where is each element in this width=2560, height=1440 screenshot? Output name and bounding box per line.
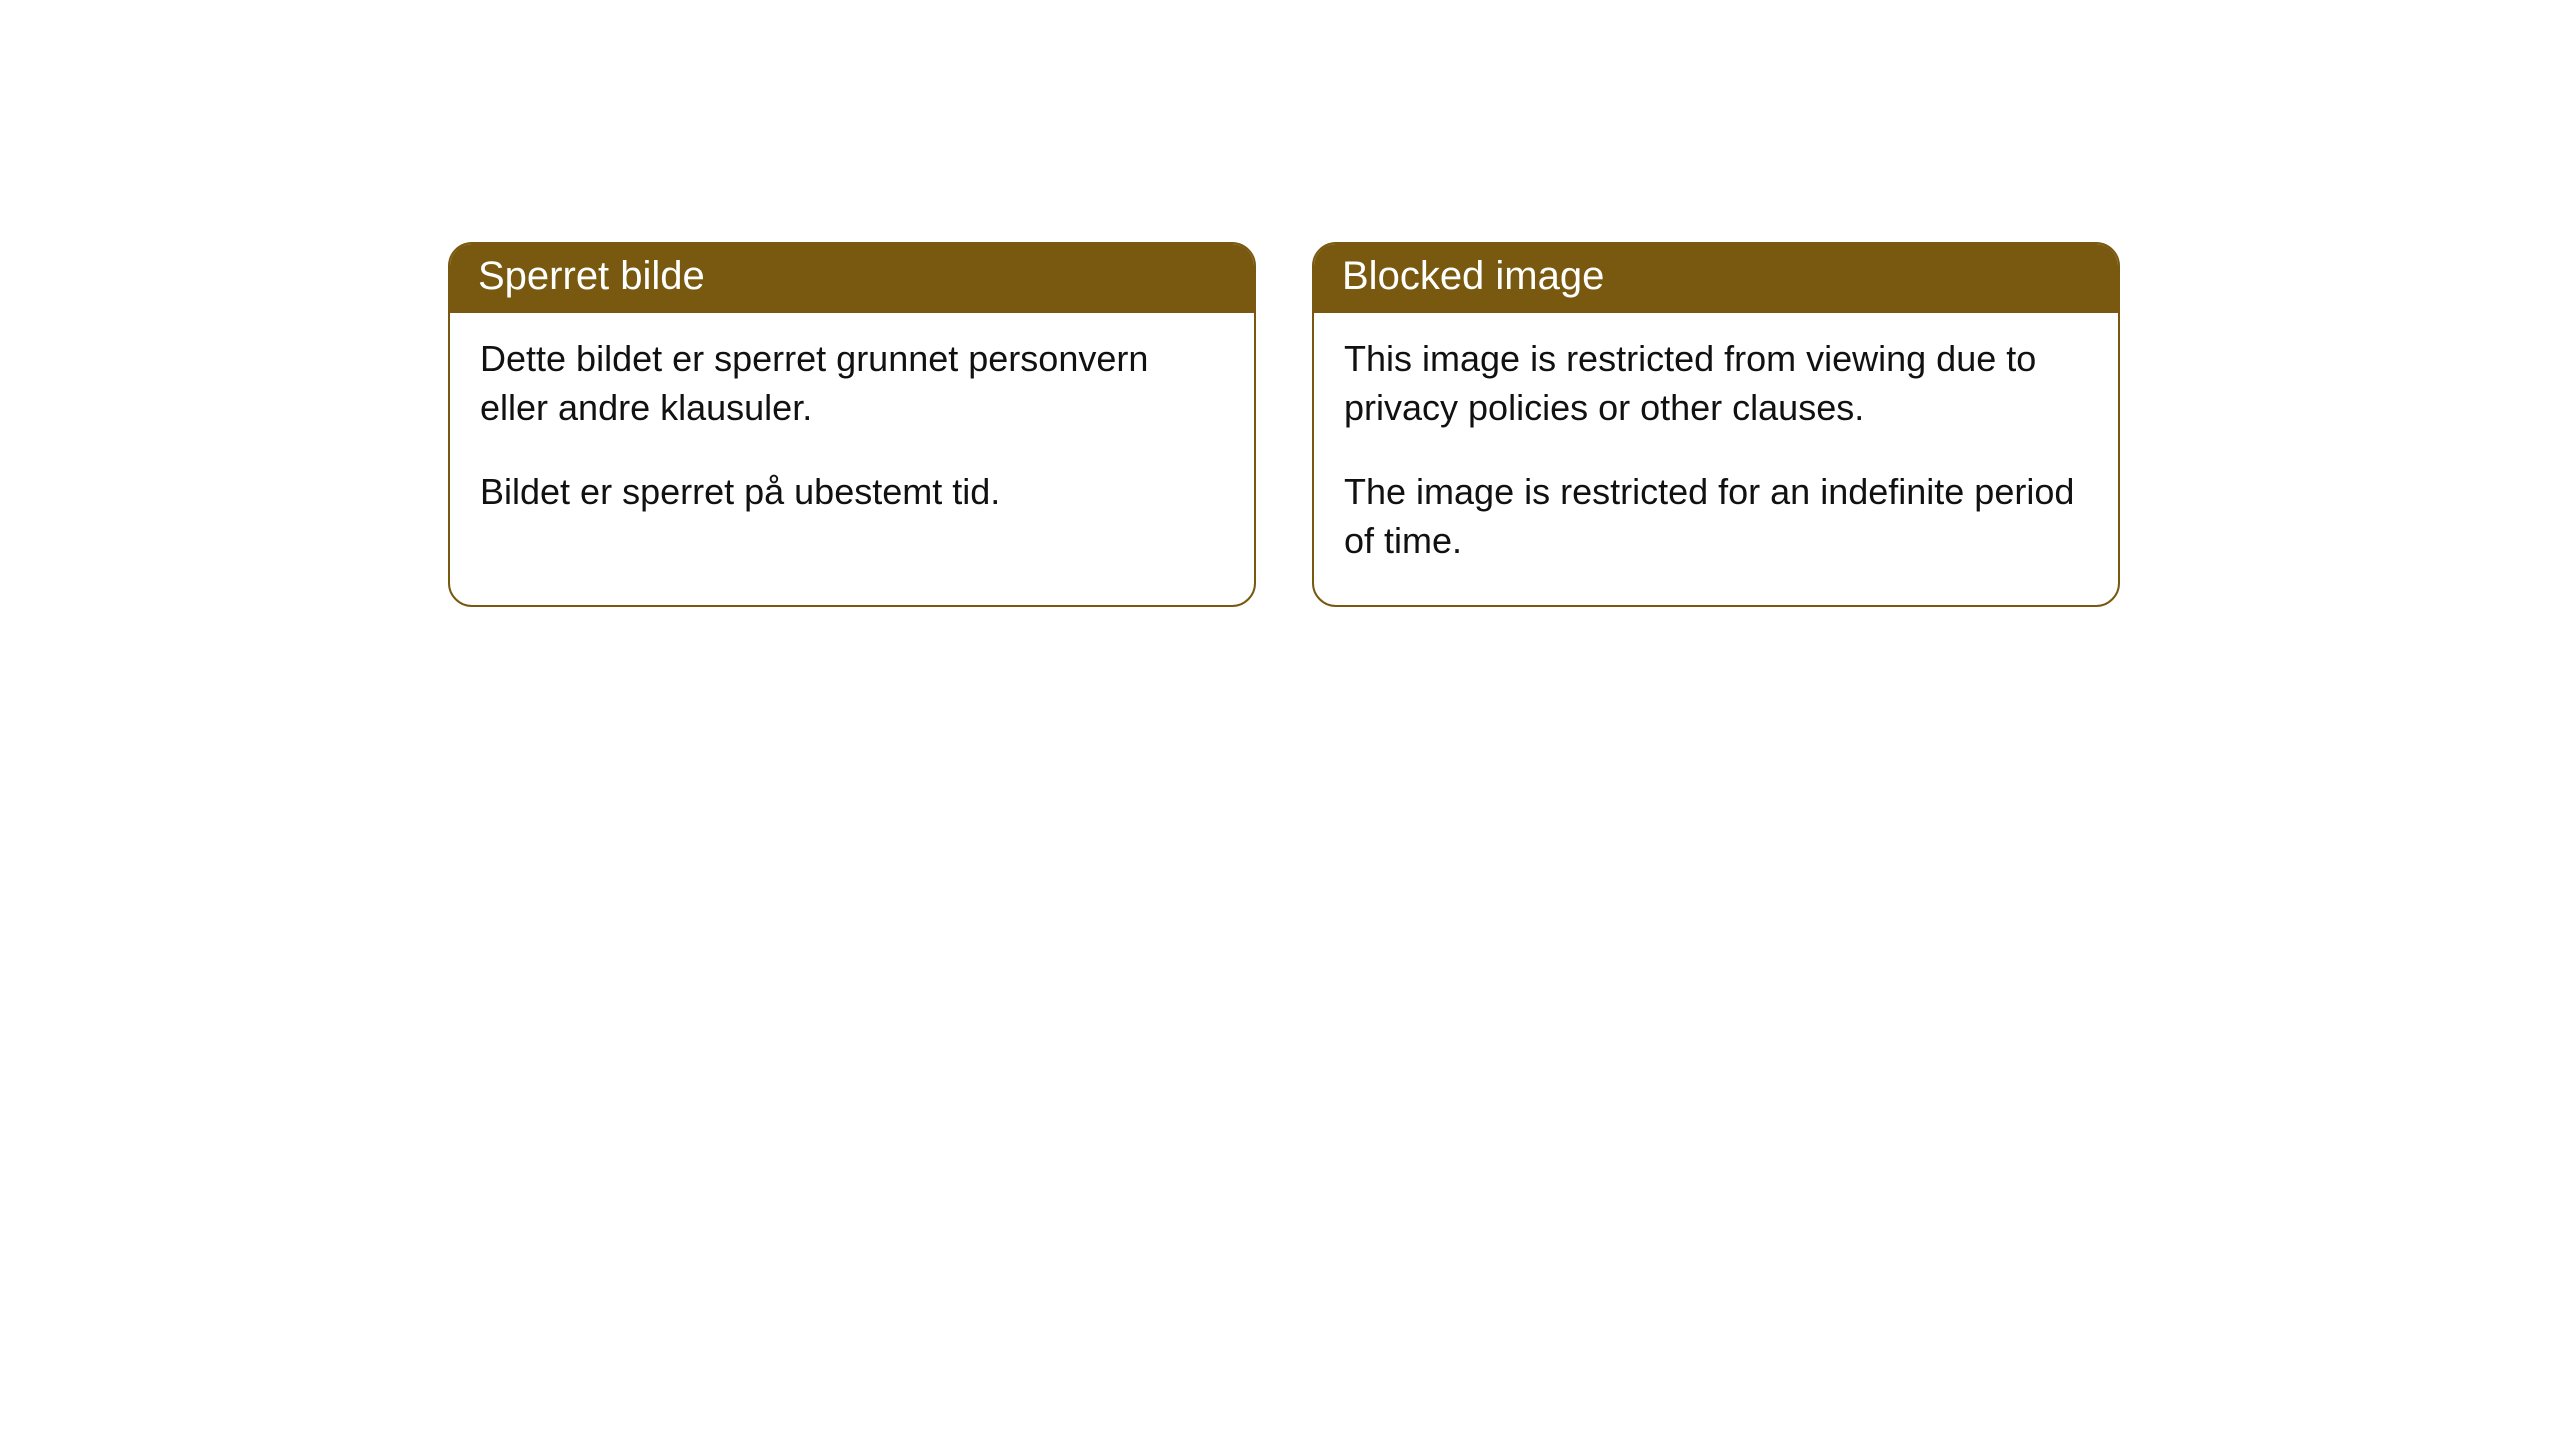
card-paragraph: Dette bildet er sperret grunnet personve… — [480, 335, 1224, 432]
card-paragraph: Bildet er sperret på ubestemt tid. — [480, 468, 1224, 517]
card-title: Sperret bilde — [450, 244, 1254, 313]
card-body: This image is restricted from viewing du… — [1314, 313, 2118, 605]
card-body: Dette bildet er sperret grunnet personve… — [450, 313, 1254, 557]
card-title: Blocked image — [1314, 244, 2118, 313]
blocked-image-card-no: Sperret bilde Dette bildet er sperret gr… — [448, 242, 1256, 607]
blocked-image-card-en: Blocked image This image is restricted f… — [1312, 242, 2120, 607]
card-paragraph: The image is restricted for an indefinit… — [1344, 468, 2088, 565]
card-paragraph: This image is restricted from viewing du… — [1344, 335, 2088, 432]
notice-cards-container: Sperret bilde Dette bildet er sperret gr… — [0, 0, 2560, 607]
